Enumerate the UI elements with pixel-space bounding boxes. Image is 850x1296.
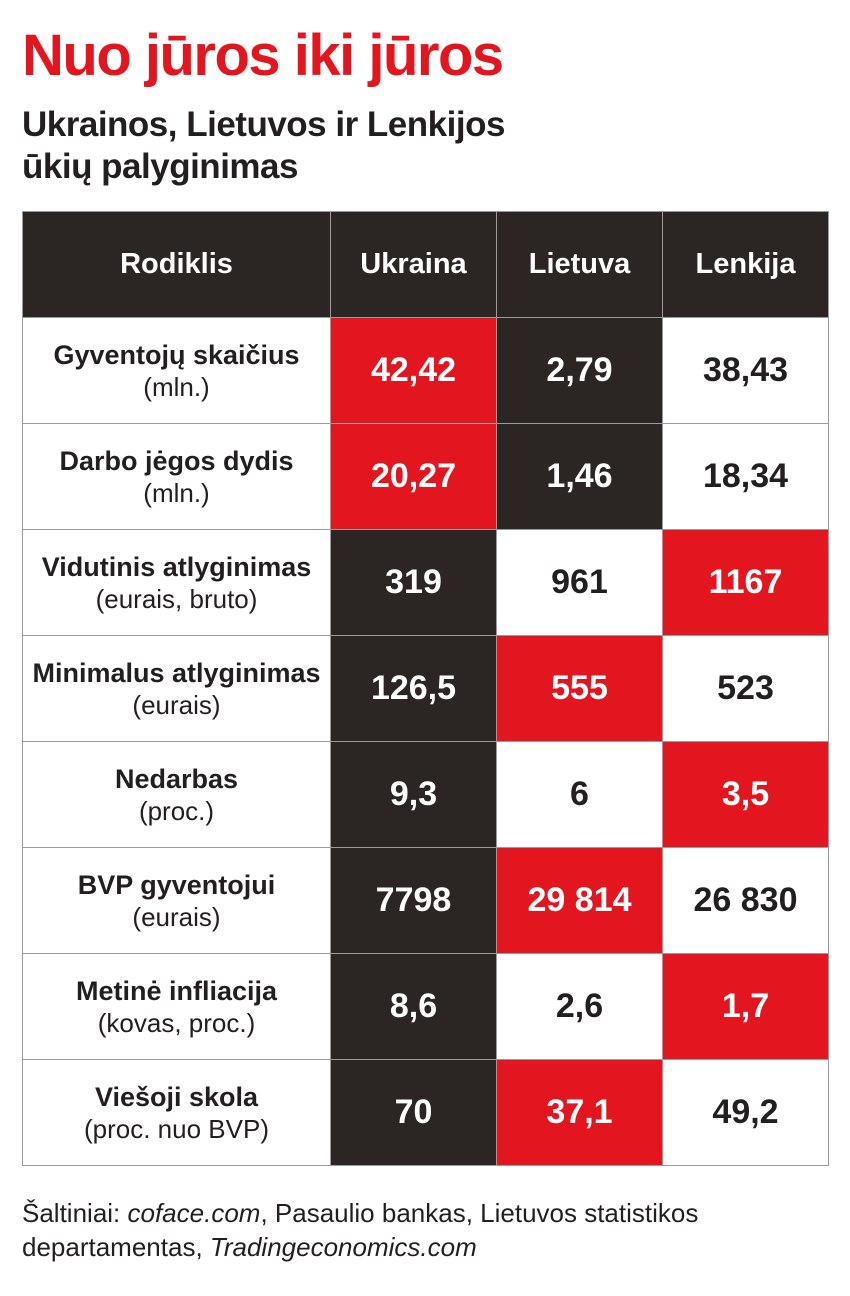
table-row: Viešoji skola (proc. nuo BVP) 70 37,1 49,2 xyxy=(22,1059,829,1166)
table-body: Gyventojų skaičius (mln.) 42,42 2,79 38,43 Da… xyxy=(22,317,829,1166)
value-cell-lithuania: 37,1 xyxy=(496,1059,663,1166)
page-title: Nuo jūros iki jūros xyxy=(22,23,504,88)
value-cell-lithuania: 29 814 xyxy=(496,847,663,954)
value-cell-poland: 26 830 xyxy=(662,847,829,954)
value-cell-lithuania: 2,6 xyxy=(496,953,663,1060)
value-cell-poland: 1,7 xyxy=(662,953,829,1060)
value-cell-poland: 523 xyxy=(662,635,829,742)
row-label: BVP gyventojui xyxy=(77,869,276,900)
value-cell-lithuania: 555 xyxy=(496,635,663,742)
row-label: Darbo jėgos dydis xyxy=(59,445,294,476)
table-row: Metinė infliacija (kovas, proc.) 8,6 2,6 1,7 xyxy=(22,953,829,1060)
table-row: BVP gyventojui (eurais) 7798 29 814 26 830 xyxy=(22,847,829,954)
table-header-row: Rodiklis Ukraina Lietuva Lenkija xyxy=(22,211,829,318)
row-label: Vidutinis atlyginimas xyxy=(41,551,312,582)
row-unit: (proc. nuo BVP) xyxy=(84,1113,269,1144)
value-cell-ukraine: 70 xyxy=(330,1059,497,1166)
row-label: Viešoji skola xyxy=(94,1081,259,1112)
table-row: Nedarbas (proc.) 9,3 6 3,5 xyxy=(22,741,829,848)
source-prefix: Šaltiniai: xyxy=(22,1198,128,1228)
value-cell-ukraine: 20,27 xyxy=(330,423,497,530)
subtitle-line-2: ūkių palyginimas xyxy=(22,147,298,186)
value-cell-ukraine: 8,6 xyxy=(330,953,497,1060)
row-unit: (mln.) xyxy=(143,371,210,402)
table-row: Vidutinis atlyginimas (eurais, bruto) 319 9… xyxy=(22,529,829,636)
source-link-tradingeconomics: Tradingeconomics.com xyxy=(209,1232,477,1262)
row-unit: (proc.) xyxy=(138,795,215,826)
value-cell-poland: 3,5 xyxy=(662,741,829,848)
value-cell-poland: 38,43 xyxy=(662,317,829,424)
column-header-ukraine: Ukraina xyxy=(330,211,497,318)
value-cell-ukraine: 7798 xyxy=(330,847,497,954)
comparison-table: Rodiklis Ukraina Lietuva Lenkija Gyvento… xyxy=(22,211,829,1166)
row-unit: (kovas, proc.) xyxy=(97,1007,256,1038)
value-cell-poland: 1167 xyxy=(662,529,829,636)
row-unit: (eurais, bruto) xyxy=(95,583,258,614)
row-unit: (eurais) xyxy=(132,689,221,720)
column-header-poland: Lenkija xyxy=(662,211,829,318)
value-cell-ukraine: 42,42 xyxy=(330,317,497,424)
row-label-cell: Vidutinis atlyginimas (eurais, bruto) xyxy=(22,529,331,636)
row-label: Metinė infliacija xyxy=(75,975,278,1006)
row-label-cell: Nedarbas (proc.) xyxy=(22,741,331,848)
row-unit: (mln.) xyxy=(143,477,210,508)
row-unit: (eurais) xyxy=(132,901,221,932)
value-cell-poland: 49,2 xyxy=(662,1059,829,1166)
value-cell-poland: 18,34 xyxy=(662,423,829,530)
page-subtitle: Ukrainos, Lietuvos ir Lenkijos ūkių paly… xyxy=(22,104,722,188)
table-row: Gyventojų skaičius (mln.) 42,42 2,79 38,43 xyxy=(22,317,829,424)
table-row: Minimalus atlyginimas (eurais) 126,5 555 523 xyxy=(22,635,829,742)
column-header-lithuania: Lietuva xyxy=(496,211,663,318)
row-label-cell: Gyventojų skaičius (mln.) xyxy=(22,317,331,424)
value-cell-ukraine: 126,5 xyxy=(330,635,497,742)
row-label: Gyventojų skaičius xyxy=(53,339,300,370)
source-middle: , Pasaulio bankas, Lietuvos statistikos … xyxy=(22,1198,699,1262)
row-label-cell: Metinė infliacija (kovas, proc.) xyxy=(22,953,331,1060)
value-cell-lithuania: 2,79 xyxy=(496,317,663,424)
subtitle-line-1: Ukrainos, Lietuvos ir Lenkijos xyxy=(22,105,505,144)
source-note: Šaltiniai: coface.com, Pasaulio bankas, … xyxy=(22,1196,822,1264)
row-label-cell: Minimalus atlyginimas (eurais) xyxy=(22,635,331,742)
table-row: Darbo jėgos dydis (mln.) 20,27 1,46 18,34 xyxy=(22,423,829,530)
row-label: Nedarbas xyxy=(114,763,239,794)
value-cell-lithuania: 1,46 xyxy=(496,423,663,530)
value-cell-lithuania: 6 xyxy=(496,741,663,848)
column-header-indicator: Rodiklis xyxy=(22,211,331,318)
value-cell-ukraine: 9,3 xyxy=(330,741,497,848)
row-label: Minimalus atlyginimas xyxy=(32,657,321,688)
value-cell-ukraine: 319 xyxy=(330,529,497,636)
source-link-coface: coface.com xyxy=(127,1198,261,1228)
row-label-cell: BVP gyventojui (eurais) xyxy=(22,847,331,954)
row-label-cell: Viešoji skola (proc. nuo BVP) xyxy=(22,1059,331,1166)
row-label-cell: Darbo jėgos dydis (mln.) xyxy=(22,423,331,530)
value-cell-lithuania: 961 xyxy=(496,529,663,636)
